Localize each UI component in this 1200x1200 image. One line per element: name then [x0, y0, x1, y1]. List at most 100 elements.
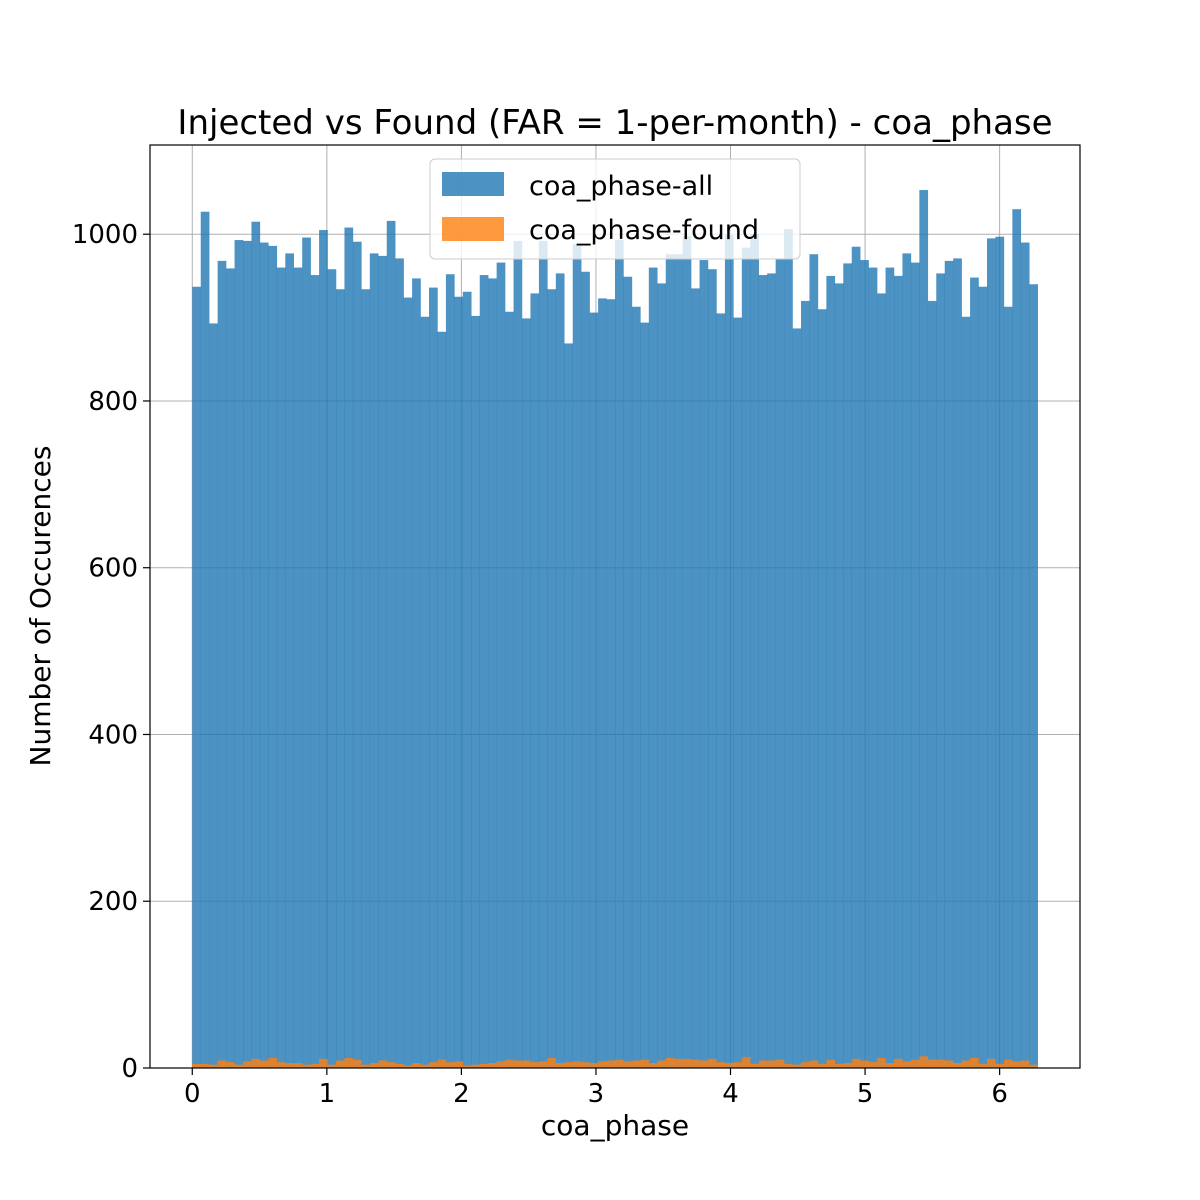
histogram-bar [496, 262, 506, 1068]
x-axis-label: coa_phase [541, 1109, 689, 1142]
histogram-bar [302, 237, 311, 1068]
histogram-bar [708, 1058, 717, 1068]
histogram-bar [682, 235, 692, 1068]
histogram-bar [851, 246, 861, 1068]
histogram-bar [792, 1064, 802, 1068]
histogram-bar [1003, 306, 1013, 1069]
x-tick-label: 2 [453, 1079, 470, 1109]
histogram-bar [319, 230, 328, 1068]
histogram-bar [538, 1061, 548, 1068]
y-tick-label: 1000 [72, 220, 138, 250]
histogram-bar [293, 1062, 303, 1068]
histogram-bar [623, 1061, 633, 1068]
histogram-bar [615, 1059, 624, 1068]
histogram-bar [809, 254, 819, 1068]
histogram-bar [310, 275, 320, 1069]
histogram-bar [344, 227, 354, 1069]
histogram-bar [775, 258, 785, 1068]
histogram-bar [564, 1062, 573, 1068]
histogram-bar [403, 1065, 413, 1068]
histogram-bar [953, 1062, 962, 1068]
histogram-bar [192, 286, 201, 1069]
histogram-bar [1029, 284, 1038, 1069]
histogram-bar [589, 312, 599, 1068]
histogram-bar [395, 258, 404, 1068]
histogram-bar [902, 1061, 912, 1068]
y-tick-label: 600 [88, 554, 138, 584]
histogram-bar [927, 1059, 937, 1068]
histogram-bar [352, 1059, 362, 1068]
histogram-bar [285, 1062, 294, 1068]
histogram-bar [674, 1058, 683, 1068]
histogram-bar [826, 1059, 836, 1068]
histogram-bar [894, 1058, 903, 1068]
histogram-bar [767, 273, 776, 1068]
x-tick-label: 3 [588, 1079, 605, 1109]
histogram-bar [522, 1060, 531, 1068]
histogram-bar [285, 253, 294, 1069]
histogram-bar [623, 276, 633, 1068]
histogram-bar [369, 1062, 379, 1068]
histogram-bar [581, 1062, 590, 1068]
histogram-bar [801, 300, 810, 1068]
histogram-bar [530, 1062, 540, 1068]
histogram-bar [454, 296, 464, 1068]
histogram-bar [386, 220, 396, 1068]
histogram-bar [462, 291, 472, 1068]
histogram-bar [640, 1059, 650, 1068]
histogram-bar [344, 1057, 354, 1068]
histogram-bar [319, 1058, 328, 1068]
histogram-bar [572, 1061, 582, 1068]
histogram-bar [564, 343, 573, 1069]
histogram-bar [572, 244, 582, 1069]
histogram-bar [631, 306, 641, 1069]
histogram-bar [767, 1060, 776, 1068]
y-tick-label: 400 [88, 720, 138, 750]
histogram-bar [243, 240, 252, 1069]
chart-title: Injected vs Found (FAR = 1-per-month) - … [177, 103, 1052, 143]
histogram-bar [877, 293, 886, 1069]
legend: coa_phase-all coa_phase-found [429, 158, 801, 260]
histogram-bar [445, 1062, 455, 1068]
histogram-bar [361, 289, 371, 1068]
histogram-bar [513, 1060, 523, 1068]
histogram-bar [259, 1060, 269, 1068]
histogram-bar [513, 240, 523, 1069]
histogram-bar [234, 1064, 244, 1068]
histogram-bar [657, 283, 666, 1068]
histogram-bar [488, 1062, 497, 1068]
histogram-bar [302, 1064, 311, 1068]
histogram-bar [488, 278, 497, 1068]
histogram-bar [834, 283, 844, 1068]
histogram-bar [336, 289, 345, 1068]
plot-frame [149, 144, 1081, 1069]
histogram-bar [217, 1060, 227, 1068]
histogram-bar [234, 240, 244, 1068]
histogram-bar [581, 271, 590, 1068]
histogram-bar [209, 1064, 218, 1068]
histogram-bar [801, 1062, 810, 1068]
histogram-bar [598, 1061, 607, 1068]
histogram-bar [987, 238, 996, 1069]
histogram-bar [200, 211, 210, 1068]
histogram-bar [724, 235, 734, 1069]
histogram-bar [547, 289, 557, 1068]
histogram-bar [944, 260, 954, 1068]
series-coa_phase-found [192, 1056, 1038, 1068]
histogram-bar [420, 1064, 430, 1068]
histogram-bar [758, 1060, 768, 1068]
legend-frame [429, 158, 801, 260]
histogram-bar [885, 267, 895, 1068]
histogram-bar [733, 317, 743, 1068]
histogram-bar [555, 1062, 565, 1068]
histogram-bar [927, 300, 937, 1068]
histogram-bar [437, 331, 447, 1069]
histogram-bar [1012, 1061, 1022, 1068]
histogram-bar [868, 267, 878, 1068]
histogram-bar [817, 1063, 827, 1068]
y-tick-label: 800 [88, 387, 138, 417]
histogram-bar [445, 274, 455, 1068]
histogram-bar [851, 1058, 861, 1068]
histogram-bar [589, 1062, 599, 1068]
histogram-bar [910, 262, 920, 1068]
